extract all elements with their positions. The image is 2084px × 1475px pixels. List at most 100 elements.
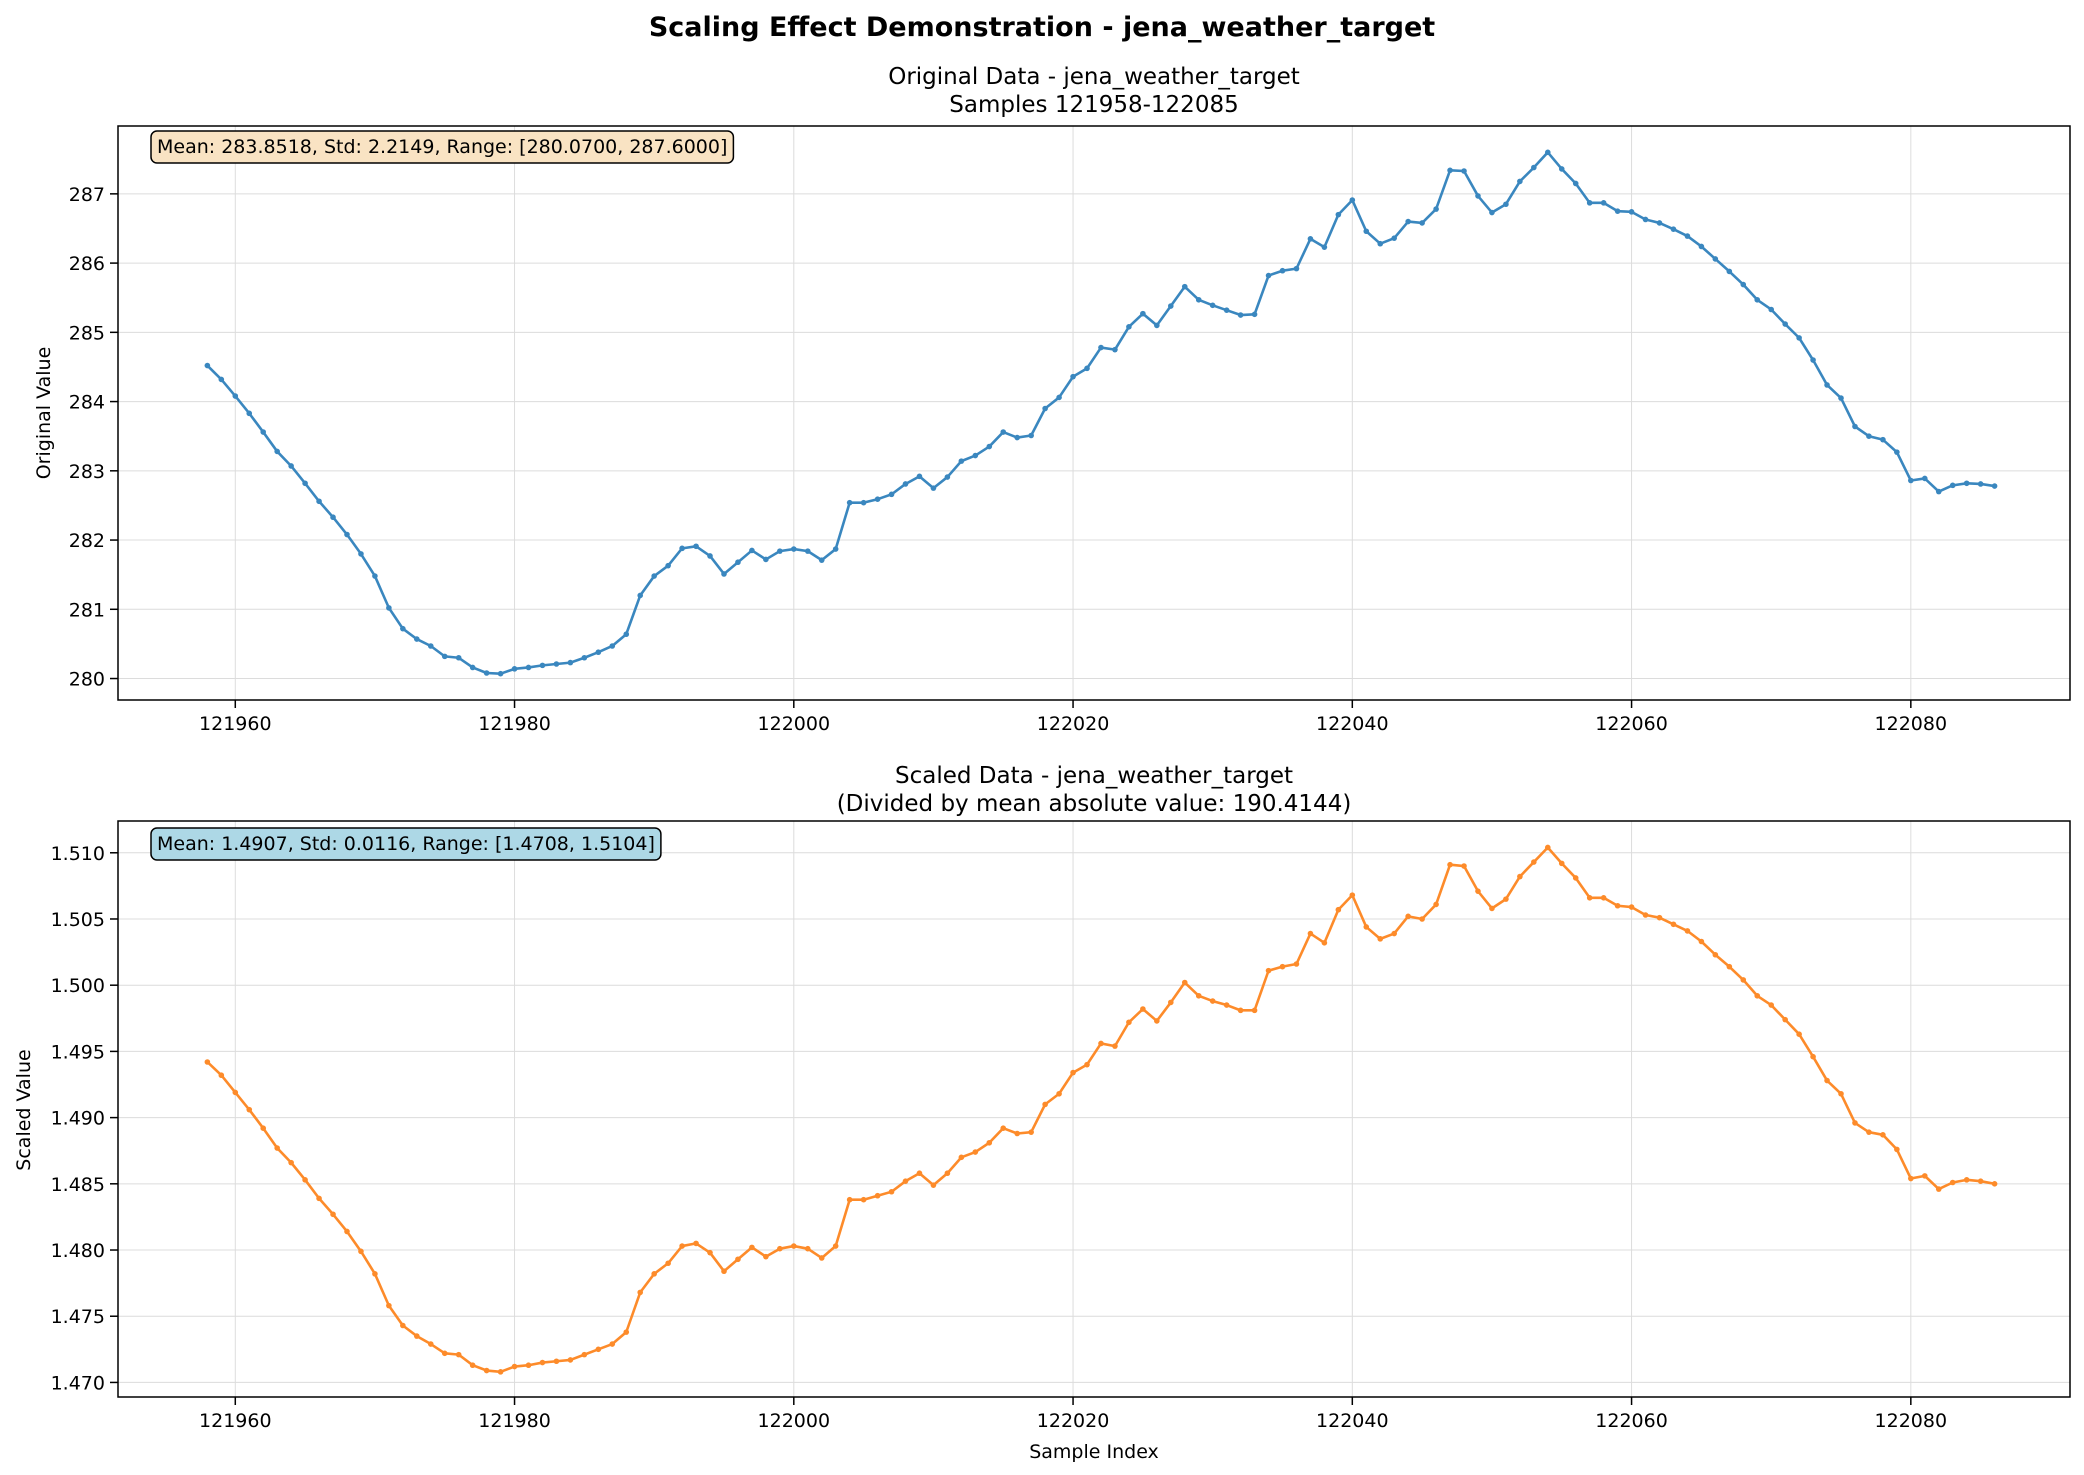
data-point [930,485,937,491]
data-point [777,1245,783,1252]
data-point [1600,200,1607,206]
data-point [874,1192,881,1199]
data-point [1098,1040,1104,1047]
data-point [386,605,392,611]
stats-text: Mean: 283.8518, Std: 2.2149, Range: [280… [157,136,727,158]
data-point [1963,480,1970,487]
data-point [1963,1177,1970,1183]
data-point [1894,1146,1900,1153]
data-point [1489,209,1495,216]
data-point [1712,951,1719,958]
x-tick-label: 122040 [1316,1410,1389,1432]
figure-suptitle: Scaling Effect Demonstration - jena_weat… [649,12,1435,43]
data-point [665,562,671,569]
data-point [1154,1018,1160,1024]
data-point [1126,324,1132,330]
data-point [1140,1006,1146,1012]
data-point [1265,272,1272,279]
data-point [763,1253,769,1260]
data-point [888,1188,895,1195]
data-point [288,1159,294,1166]
data-point [1363,228,1370,235]
x-tick-label: 122000 [758,1410,831,1432]
data-point [888,491,895,498]
x-tick-label: 122080 [1875,1410,1948,1432]
data-point [1014,1130,1020,1137]
data-point [1796,1031,1802,1037]
data-point [358,551,364,557]
plot-frame [117,125,2071,701]
data-point [400,1322,406,1329]
data-point [637,1289,644,1296]
data-point [1740,977,1747,983]
data-point [693,543,699,550]
x-tick-label: 121980 [478,1410,551,1432]
y-axis-label: Original Value [33,347,55,480]
data-point [581,654,588,661]
data-point [846,1196,853,1203]
data-point [1293,961,1300,967]
data-point [302,480,308,487]
data-point [1517,873,1523,880]
data-point [441,1350,448,1357]
data-point [1503,201,1509,208]
data-point [1503,896,1509,902]
data-point [1726,268,1733,275]
data-point [1782,321,1788,327]
data-point [232,393,239,399]
data-point [1028,432,1034,439]
data-point [497,1369,504,1375]
data-point [902,481,909,487]
data-point [735,1256,741,1263]
data-point [958,458,965,464]
data-point [1628,209,1635,215]
data-point [1321,940,1328,946]
data-point [204,1059,211,1065]
y-axis-label: Scaled Value [13,1049,35,1170]
data-point [427,643,434,649]
x-axis-label: Sample Index [1029,1441,1159,1463]
data-point [1908,1175,1914,1182]
data-point [1098,344,1104,351]
y-tick-label: 282 [69,530,105,552]
data-point [1028,1129,1034,1135]
data-point [1433,901,1439,908]
y-tick-label: 1.510 [51,843,105,865]
x-tick-label: 122080 [1875,713,1948,735]
y-tick-label: 1.475 [51,1306,105,1328]
data-point [693,1240,699,1247]
data-point [804,1245,811,1252]
data-point [1726,963,1733,970]
data-point [1307,930,1314,937]
data-point [1949,482,1956,489]
data-point [1880,436,1886,443]
data-point [386,1302,392,1309]
data-point [1461,168,1467,174]
data-point [1670,226,1677,232]
data-point [1782,1016,1788,1023]
data-point [777,548,783,554]
data-point [274,1145,280,1151]
data-point [288,463,294,469]
data-point [1447,861,1453,868]
x-tick-label: 121960 [199,1410,272,1432]
data-point [1614,208,1621,214]
y-tick-label: 1.505 [51,909,105,931]
data-point [818,1255,825,1261]
data-point [1391,235,1397,241]
data-point [944,1170,951,1177]
data-point [1908,477,1914,484]
data-point [1168,999,1174,1006]
data-point [818,557,825,563]
data-point [1084,365,1090,372]
data-point [1810,357,1816,363]
data-point [372,573,378,579]
data-point [218,376,225,383]
stats-box: Mean: 283.8518, Std: 2.2149, Range: [280… [150,130,735,164]
data-point [1349,197,1356,203]
data-point [1544,149,1551,156]
data-point [623,631,630,638]
data-point [860,1196,867,1203]
data-point [1866,433,1872,440]
